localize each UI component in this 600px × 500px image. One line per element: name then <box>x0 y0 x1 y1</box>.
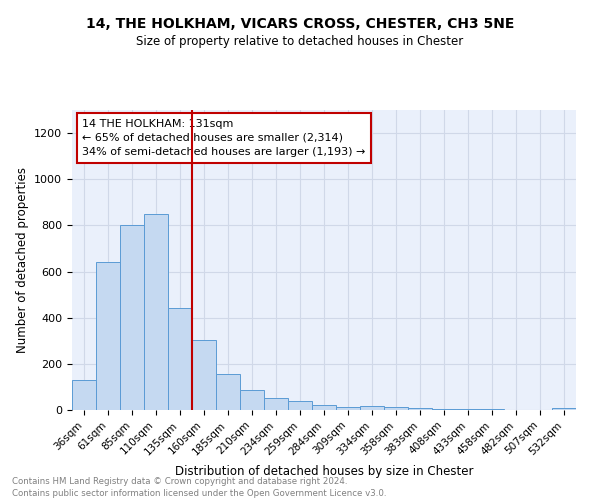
Bar <box>408 408 432 410</box>
Bar <box>552 408 576 410</box>
Bar <box>216 374 240 410</box>
Bar <box>360 406 384 410</box>
Text: Size of property relative to detached houses in Chester: Size of property relative to detached ho… <box>136 35 464 48</box>
Text: 14 THE HOLKHAM: 131sqm
← 65% of detached houses are smaller (2,314)
34% of semi-: 14 THE HOLKHAM: 131sqm ← 65% of detached… <box>82 119 365 157</box>
Bar <box>240 390 264 410</box>
Text: 14, THE HOLKHAM, VICARS CROSS, CHESTER, CH3 5NE: 14, THE HOLKHAM, VICARS CROSS, CHESTER, … <box>86 18 514 32</box>
Bar <box>192 340 216 410</box>
Bar <box>96 262 120 410</box>
Bar <box>120 226 144 410</box>
Bar <box>72 380 96 410</box>
Bar <box>432 409 456 410</box>
Bar <box>336 406 360 410</box>
X-axis label: Distribution of detached houses by size in Chester: Distribution of detached houses by size … <box>175 465 473 478</box>
Bar <box>312 406 336 410</box>
Bar <box>288 401 312 410</box>
Y-axis label: Number of detached properties: Number of detached properties <box>16 167 29 353</box>
Text: Contains HM Land Registry data © Crown copyright and database right 2024.
Contai: Contains HM Land Registry data © Crown c… <box>12 476 386 498</box>
Bar <box>144 214 168 410</box>
Bar <box>384 406 408 410</box>
Bar <box>264 398 288 410</box>
Bar <box>168 308 192 410</box>
